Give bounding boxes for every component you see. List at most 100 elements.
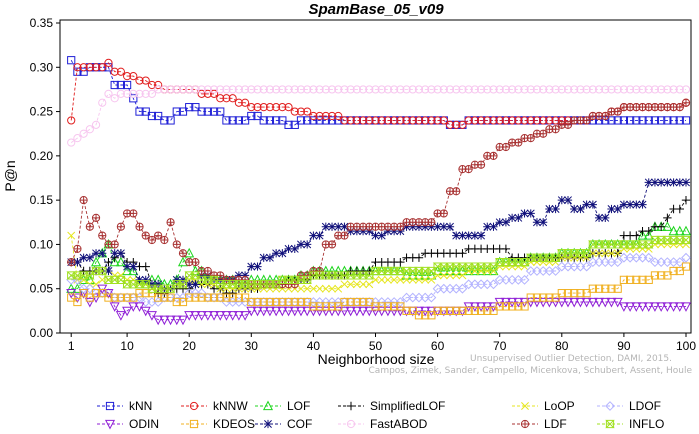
data-point-fastabod bbox=[104, 89, 113, 98]
data-point-odin bbox=[246, 306, 257, 317]
data-point-knn bbox=[116, 80, 125, 90]
series-fastabod bbox=[67, 85, 691, 147]
data-point-cof bbox=[123, 262, 132, 271]
data-point-ldf bbox=[73, 244, 82, 253]
data-point-fastabod bbox=[508, 85, 517, 94]
data-point-kdeos bbox=[607, 284, 616, 293]
data-point-ldf bbox=[675, 103, 684, 112]
data-point-odin bbox=[233, 311, 244, 321]
data-point-fastabod bbox=[657, 85, 666, 94]
data-point-fastabod bbox=[396, 85, 405, 94]
data-point-knn bbox=[79, 67, 88, 76]
data-point-cof bbox=[358, 227, 368, 236]
data-point-cof bbox=[669, 178, 678, 187]
x-tick-label: 30 bbox=[245, 339, 259, 353]
data-point-odin bbox=[376, 306, 387, 317]
data-point-knnw bbox=[383, 116, 393, 125]
data-point-odin bbox=[587, 297, 598, 308]
y-tick-label: 0.05 bbox=[30, 282, 54, 296]
data-point-odin bbox=[277, 306, 288, 317]
data-point-fastabod bbox=[563, 85, 573, 94]
data-point-kdeos bbox=[601, 284, 610, 293]
data-point-cof bbox=[334, 222, 343, 231]
legend-label-loop: LoOP bbox=[544, 399, 575, 413]
data-point-odin bbox=[190, 311, 201, 321]
data-point-fastabod bbox=[408, 85, 417, 94]
data-point-ldf bbox=[427, 218, 436, 227]
data-point-fastabod bbox=[79, 129, 88, 138]
data-point-knnw bbox=[73, 63, 82, 72]
data-point-fastabod bbox=[222, 85, 231, 94]
legend-label-cof: COF bbox=[287, 417, 312, 431]
data-point-kdeos bbox=[495, 302, 504, 311]
data-point-kdeos bbox=[626, 275, 635, 284]
data-point-knn bbox=[123, 80, 132, 90]
data-point-ldf bbox=[501, 142, 511, 152]
data-point-odin bbox=[575, 297, 586, 308]
data-point-odin bbox=[302, 306, 313, 317]
data-point-cof bbox=[514, 213, 523, 222]
data-point-cof bbox=[526, 209, 535, 218]
data-point-ldf bbox=[67, 258, 76, 267]
data-point-cof bbox=[154, 280, 163, 289]
data-point-kdeos bbox=[172, 297, 181, 307]
data-point-fastabod bbox=[421, 85, 430, 94]
data-point-kdeos bbox=[421, 311, 430, 320]
data-point-cof bbox=[265, 253, 275, 262]
data-point-ldf bbox=[178, 249, 188, 258]
data-point-simplifiedlof bbox=[141, 262, 150, 271]
data-point-fastabod bbox=[123, 89, 132, 98]
data-point-odin bbox=[128, 302, 139, 312]
legend-marker-fastabod bbox=[346, 419, 356, 429]
data-point-fastabod bbox=[197, 85, 206, 94]
data-point-inflo bbox=[178, 280, 188, 289]
data-point-odin bbox=[165, 315, 176, 326]
data-point-knnw bbox=[532, 116, 542, 125]
data-point-kdeos bbox=[253, 297, 262, 307]
data-point-knnw bbox=[278, 103, 287, 112]
data-point-loop bbox=[303, 284, 312, 293]
data-point-knn bbox=[638, 116, 647, 125]
data-point-cof bbox=[445, 222, 455, 231]
data-point-odin bbox=[196, 311, 207, 321]
data-point-fastabod bbox=[483, 85, 492, 94]
data-point-cof bbox=[681, 178, 691, 187]
data-point-kdeos bbox=[501, 302, 511, 311]
data-point-fastabod bbox=[433, 85, 442, 94]
data-point-ldf bbox=[526, 134, 535, 143]
data-point-knnw bbox=[377, 116, 386, 125]
data-point-cof bbox=[216, 275, 225, 284]
data-point-knnw bbox=[402, 116, 411, 125]
legend-marker-knnw bbox=[189, 401, 199, 411]
data-point-fastabod bbox=[116, 89, 125, 98]
data-point-fastabod bbox=[681, 85, 691, 94]
data-point-knnw bbox=[396, 116, 405, 125]
data-point-ldf bbox=[135, 222, 144, 231]
data-point-cof bbox=[377, 231, 386, 240]
data-point-kdeos bbox=[508, 302, 517, 311]
data-point-kdeos bbox=[284, 297, 293, 307]
data-point-cof bbox=[663, 178, 672, 187]
data-point-cof bbox=[104, 266, 113, 276]
data-point-knnw bbox=[539, 116, 548, 125]
x-tick-label: 70 bbox=[493, 339, 507, 353]
data-point-fastabod bbox=[315, 85, 324, 94]
data-point-lof bbox=[668, 225, 679, 236]
data-point-fastabod bbox=[278, 85, 287, 94]
data-point-knn bbox=[278, 116, 287, 125]
data-point-knn bbox=[191, 103, 200, 112]
data-point-knn bbox=[154, 111, 163, 121]
data-point-ldf bbox=[147, 235, 157, 245]
data-point-knnw bbox=[508, 116, 517, 125]
data-point-odin bbox=[295, 306, 307, 317]
data-point-odin bbox=[550, 297, 561, 308]
data-point-knnw bbox=[421, 116, 430, 125]
data-point-knnw bbox=[433, 116, 442, 125]
data-point-fastabod bbox=[309, 85, 318, 94]
data-point-knn bbox=[166, 116, 175, 125]
data-point-knnw bbox=[240, 98, 250, 107]
data-point-knnw bbox=[110, 67, 119, 76]
data-point-knnw bbox=[514, 116, 523, 125]
data-point-cof bbox=[408, 222, 417, 231]
